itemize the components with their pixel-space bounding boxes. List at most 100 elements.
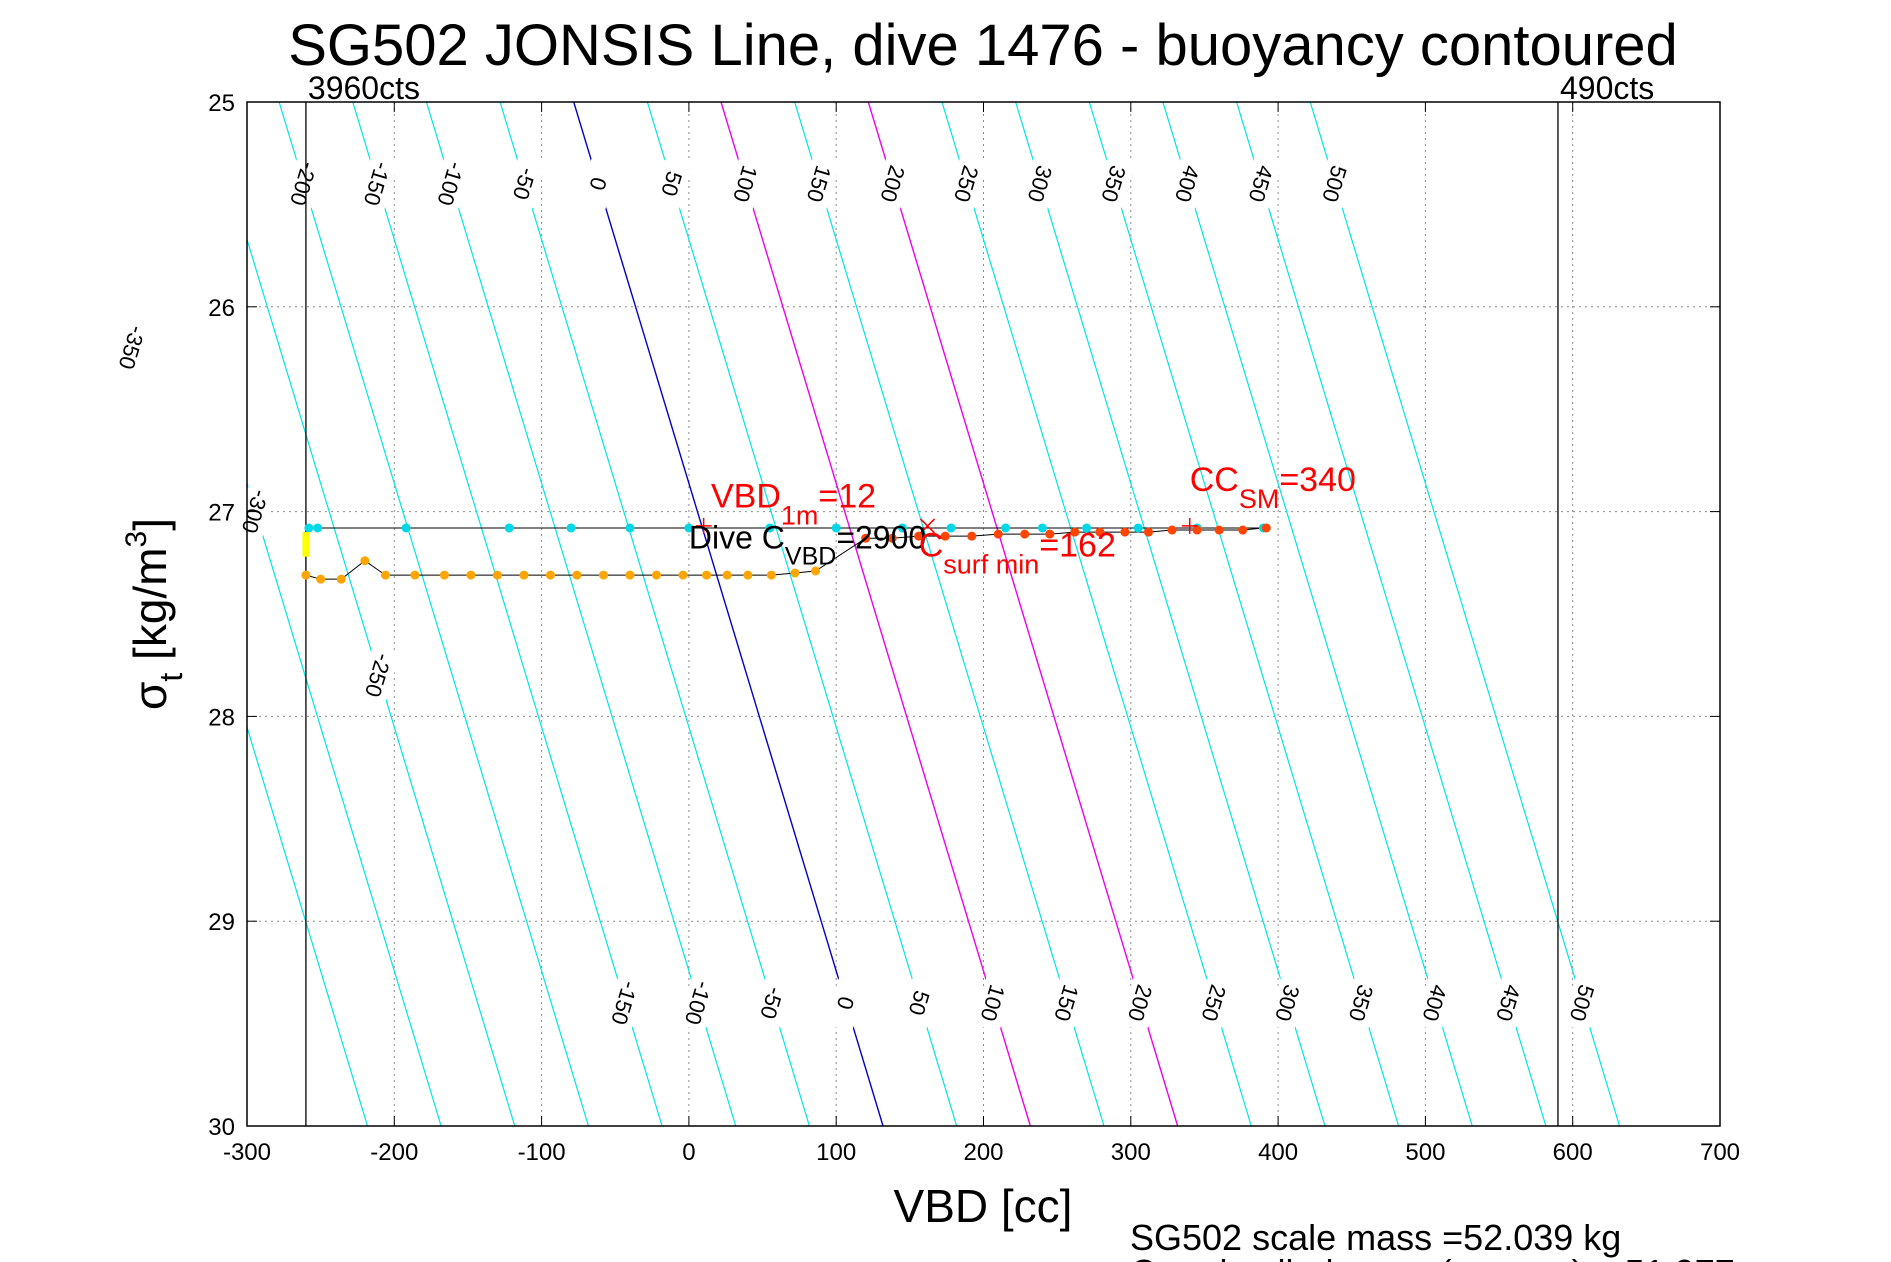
x-tick-label: 400 (1258, 1139, 1298, 1166)
contour-label-bg (898, 974, 941, 1033)
contour-label-bg (1314, 154, 1356, 213)
y-tick-label: 30 (208, 1114, 235, 1141)
annotation-value: =2900 (836, 519, 926, 555)
x-marker (919, 518, 936, 534)
data-point (678, 570, 688, 580)
y-tick-label: 29 (208, 909, 235, 936)
data-point (519, 570, 529, 580)
data-point (743, 570, 753, 580)
data-point (380, 570, 390, 580)
data-point (967, 531, 977, 541)
annotation-sub: SM (1239, 484, 1280, 514)
contour-line (1235, 102, 1547, 1126)
data-point (811, 566, 821, 576)
x-tick-label: 500 (1405, 1139, 1445, 1166)
annotation-main: VBD (711, 478, 781, 516)
data-point (765, 523, 775, 533)
contour-label-bg (1240, 154, 1283, 213)
data-point (831, 523, 841, 533)
contour-label-bg (1119, 974, 1162, 1033)
contour-label-bg (945, 154, 988, 213)
data-point (766, 570, 776, 580)
data-point (598, 570, 608, 580)
data-point (1120, 527, 1130, 537)
data-point (466, 570, 476, 580)
annotation: Csurf min=162 (919, 527, 1116, 580)
annotation: Dive CVBD=2900 (689, 519, 926, 570)
data-point (861, 533, 871, 543)
data-point (625, 523, 635, 533)
contour-line (1309, 102, 1621, 1126)
contour-label-bg (825, 974, 867, 1033)
data-point (1095, 527, 1105, 537)
annotation-value: =340 (1279, 461, 1356, 499)
data-point (545, 570, 555, 580)
chart-title: SG502 JONSIS Line, dive 1476 - buoyancy … (288, 13, 1678, 78)
data-point (940, 531, 950, 541)
data-point (439, 570, 449, 580)
contour-label-bg (751, 974, 794, 1033)
contour-label-bg (282, 154, 325, 213)
data-point (1037, 523, 1047, 533)
data-point (360, 556, 370, 566)
data-point (566, 523, 576, 533)
contour-label-bg (604, 974, 646, 1033)
contour-line (573, 102, 884, 1126)
contour-label-bg (1166, 154, 1209, 213)
contour-label: 450 (1240, 154, 1283, 213)
contour-label: 0 (825, 974, 867, 1033)
axis-ticks: -300 -200 -100 0 100 200 300 400 500 600 700252627… (208, 90, 1740, 1166)
data-point (1082, 523, 1092, 533)
x-axis-label: VBD [cc] (894, 1180, 1073, 1232)
data-point (401, 523, 411, 533)
data-point (651, 570, 661, 580)
grid (246, 101, 1721, 1127)
contour-label-bg (430, 154, 473, 213)
data-point (313, 523, 323, 533)
data-point (722, 570, 732, 580)
data-point (887, 533, 897, 543)
y-tick-label: 27 (208, 500, 235, 527)
contour-label: 0 (577, 154, 620, 213)
contour-line (867, 102, 1179, 1126)
contour-line (247, 237, 516, 1126)
x-tick-label: 100 (816, 1139, 856, 1166)
data-point (1192, 525, 1202, 535)
data-point (504, 523, 514, 533)
data-point (1167, 525, 1177, 535)
contour-label-bg (356, 154, 399, 213)
contour-line (352, 102, 663, 1126)
data-points (301, 517, 1271, 584)
data-point (1020, 529, 1030, 539)
contour-label-bg (651, 154, 694, 213)
data-point (1261, 523, 1271, 533)
x-tick-label: 300 (1111, 1139, 1151, 1166)
contour-label-bg (503, 154, 546, 213)
data-point (946, 523, 956, 533)
contour-line (425, 102, 737, 1126)
data-point (790, 568, 800, 578)
contour-label-bg (357, 646, 400, 705)
contour-line (720, 102, 1032, 1126)
annotation-sub: surf min (943, 550, 1039, 580)
data-point (316, 574, 326, 584)
data-point (492, 570, 502, 580)
contour-labels: -200 -150 -100 -50 0 50 100 150 200 250 300 350 400 4… (111, 154, 1604, 1033)
x-tick-label: 700 (1700, 1139, 1740, 1166)
contour-label-bg (1487, 974, 1530, 1033)
data-point (572, 570, 582, 580)
contour-line (941, 102, 1252, 1126)
contour-label-bg (1340, 974, 1383, 1033)
y-axis-label: σt [kg/m3] (120, 518, 189, 710)
buoyancy-contours (247, 102, 1621, 1126)
contour-label-bg (1019, 154, 1062, 213)
annotation-main: CC (1190, 461, 1239, 499)
scale-mass-text: SG502 scale mass =52.039 kg (1130, 1217, 1621, 1258)
data-point (1143, 527, 1153, 537)
contour-line (1162, 102, 1473, 1126)
x-tick-label: -200 (370, 1139, 418, 1166)
x-tick-label: 0 (682, 1139, 695, 1166)
contour-label-bg (798, 154, 841, 213)
